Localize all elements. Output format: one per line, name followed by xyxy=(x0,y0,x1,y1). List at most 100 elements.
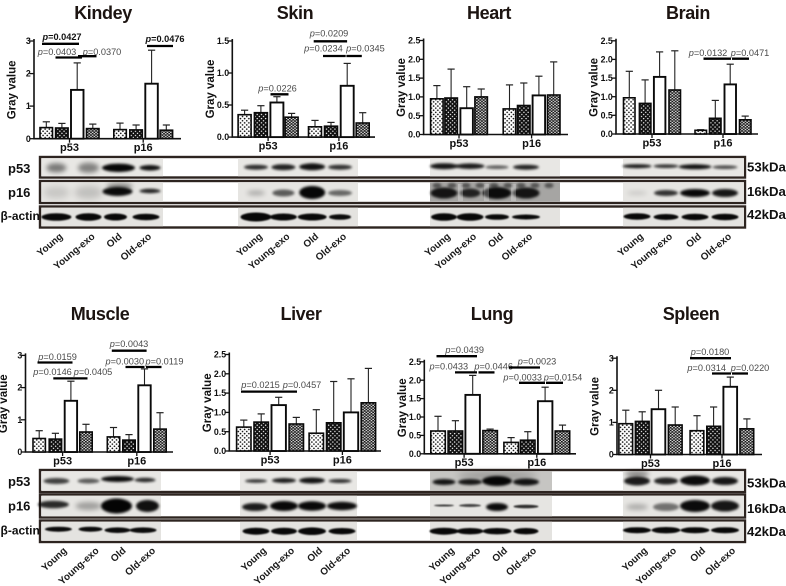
svg-text:16kDa: 16kDa xyxy=(747,501,786,516)
svg-text:p=0.0023: p=0.0023 xyxy=(517,357,557,367)
svg-text:p53: p53 xyxy=(53,455,72,467)
svg-text:42kDa: 42kDa xyxy=(747,524,786,539)
svg-text:p=0.0457: p=0.0457 xyxy=(282,380,322,390)
svg-text:p53: p53 xyxy=(261,454,280,466)
svg-text:1.5: 1.5 xyxy=(409,394,421,404)
svg-text:53kDa: 53kDa xyxy=(747,160,786,175)
svg-text:2.5: 2.5 xyxy=(214,350,226,360)
svg-text:3: 3 xyxy=(26,36,31,46)
svg-text:Skin: Skin xyxy=(277,3,313,23)
svg-text:Gray value: Gray value xyxy=(7,60,19,119)
svg-text:0.0: 0.0 xyxy=(214,446,226,456)
svg-text:p=0.0209: p=0.0209 xyxy=(309,29,349,39)
svg-text:p53: p53 xyxy=(641,458,660,470)
svg-text:2.5: 2.5 xyxy=(408,36,420,46)
svg-text:p=0.0180: p=0.0180 xyxy=(690,347,730,357)
svg-text:p53: p53 xyxy=(8,474,30,489)
svg-text:0: 0 xyxy=(17,447,22,457)
svg-text:0.0: 0.0 xyxy=(601,129,613,139)
svg-text:1.0: 1.0 xyxy=(408,92,420,102)
svg-text:Gray value: Gray value xyxy=(0,374,10,433)
svg-text:p16: p16 xyxy=(527,457,546,469)
svg-text:2: 2 xyxy=(609,385,614,395)
svg-text:p=0.0220: p=0.0220 xyxy=(730,363,770,373)
svg-text:0.0: 0.0 xyxy=(409,449,421,459)
svg-text:1.0: 1.0 xyxy=(409,412,421,422)
svg-text:p=0.0403: p=0.0403 xyxy=(37,47,77,57)
svg-text:0.5: 0.5 xyxy=(214,427,226,437)
svg-text:Gray value: Gray value xyxy=(396,58,408,117)
svg-text:p=0.0215: p=0.0215 xyxy=(240,380,280,390)
svg-text:1: 1 xyxy=(26,101,31,111)
svg-text:p16: p16 xyxy=(127,455,146,467)
svg-text:p=0.0314: p=0.0314 xyxy=(686,363,726,373)
svg-text:p53: p53 xyxy=(259,140,278,152)
svg-text:0.0: 0.0 xyxy=(408,130,420,140)
svg-text:2: 2 xyxy=(17,383,22,393)
svg-text:3: 3 xyxy=(609,353,614,363)
svg-text:2: 2 xyxy=(26,69,31,79)
svg-text:p=0.0439: p=0.0439 xyxy=(444,345,484,355)
svg-text:0: 0 xyxy=(609,450,614,460)
svg-text:Brain: Brain xyxy=(666,3,710,23)
svg-text:Lung: Lung xyxy=(471,304,513,324)
svg-text:0.0: 0.0 xyxy=(217,132,229,142)
svg-text:p=0.0119: p=0.0119 xyxy=(145,357,184,367)
svg-text:p53: p53 xyxy=(450,138,469,150)
svg-text:Gray value: Gray value xyxy=(397,378,409,437)
svg-text:Gray value: Gray value xyxy=(205,60,217,119)
svg-text:p=0.0476: p=0.0476 xyxy=(144,34,184,44)
svg-text:p=0.0043: p=0.0043 xyxy=(109,339,149,349)
svg-text:42kDa: 42kDa xyxy=(747,207,786,222)
svg-text:p53: p53 xyxy=(60,142,79,154)
svg-text:0.5: 0.5 xyxy=(409,431,421,441)
svg-text:Liver: Liver xyxy=(280,304,321,324)
svg-text:1.5: 1.5 xyxy=(217,36,229,46)
svg-text:2.0: 2.0 xyxy=(409,375,421,385)
svg-text:p=0.0159: p=0.0159 xyxy=(37,352,77,362)
svg-text:p=0.0405: p=0.0405 xyxy=(73,367,113,377)
svg-text:1.0: 1.0 xyxy=(217,68,229,78)
svg-text:p53: p53 xyxy=(643,137,662,149)
svg-text:Gray value: Gray value xyxy=(590,377,602,436)
svg-text:16kDa: 16kDa xyxy=(747,184,786,199)
svg-text:p53: p53 xyxy=(455,457,474,469)
svg-text:0.5: 0.5 xyxy=(217,100,229,110)
svg-text:Spleen: Spleen xyxy=(663,304,720,324)
svg-text:Kindey: Kindey xyxy=(74,3,132,23)
svg-text:1.5: 1.5 xyxy=(214,388,226,398)
svg-text:1.5: 1.5 xyxy=(408,73,420,83)
svg-text:Gray value: Gray value xyxy=(589,58,601,117)
svg-text:2.5: 2.5 xyxy=(409,357,421,367)
svg-text:p=0.0033: p=0.0033 xyxy=(502,373,542,383)
svg-text:p16: p16 xyxy=(714,137,733,149)
svg-text:2.0: 2.0 xyxy=(214,369,226,379)
svg-text:53kDa: 53kDa xyxy=(747,476,786,491)
svg-text:β-actin: β-actin xyxy=(1,209,40,223)
svg-text:Heart: Heart xyxy=(467,3,511,23)
svg-text:p16: p16 xyxy=(8,499,30,514)
svg-text:p53: p53 xyxy=(8,161,30,176)
svg-text:Gray value: Gray value xyxy=(202,373,214,432)
svg-text:0.5: 0.5 xyxy=(408,111,420,121)
svg-text:p=0.0446: p=0.0446 xyxy=(473,362,513,372)
svg-text:p=0.0030: p=0.0030 xyxy=(105,357,145,367)
svg-text:p16: p16 xyxy=(713,458,732,470)
svg-text:p=0.0132: p=0.0132 xyxy=(688,48,728,58)
svg-text:0: 0 xyxy=(26,134,31,144)
svg-text:p16: p16 xyxy=(8,185,30,200)
svg-text:2.0: 2.0 xyxy=(601,55,613,65)
svg-text:p=0.0146: p=0.0146 xyxy=(32,367,72,377)
svg-text:1.0: 1.0 xyxy=(601,92,613,102)
svg-text:p=0.0427: p=0.0427 xyxy=(41,32,81,42)
svg-text:p=0.0471: p=0.0471 xyxy=(730,48,770,58)
svg-text:β-actin: β-actin xyxy=(1,524,40,538)
svg-text:1: 1 xyxy=(17,415,22,425)
svg-text:p=0.0370: p=0.0370 xyxy=(82,47,122,57)
svg-text:1.5: 1.5 xyxy=(601,73,613,83)
svg-text:p=0.0226: p=0.0226 xyxy=(257,84,297,94)
svg-text:p=0.0433: p=0.0433 xyxy=(429,362,469,372)
svg-text:p16: p16 xyxy=(522,138,541,150)
svg-text:Muscle: Muscle xyxy=(71,304,130,324)
svg-text:p=0.0345: p=0.0345 xyxy=(345,44,385,54)
